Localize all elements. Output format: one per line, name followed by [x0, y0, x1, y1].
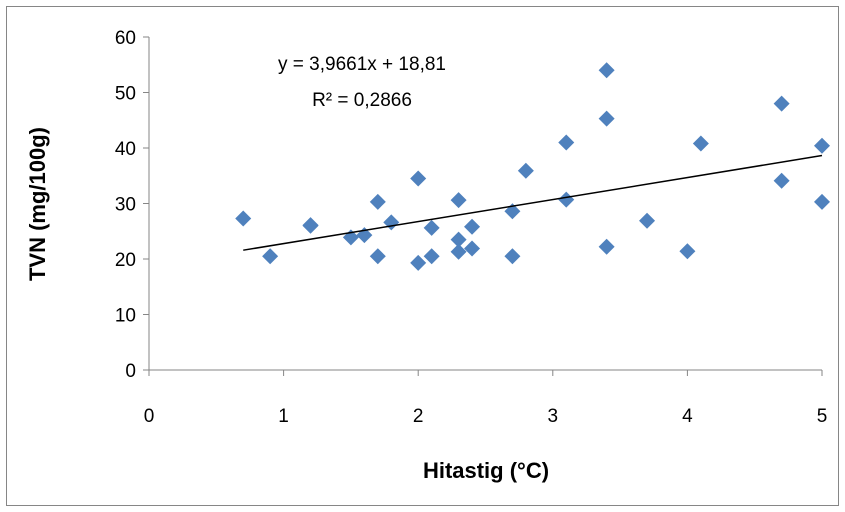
data-point [679, 243, 696, 260]
data-point [423, 248, 440, 265]
y-tick-label: 40 [115, 139, 136, 160]
x-tick-label: 1 [278, 406, 289, 427]
x-axis-title: Hitastig (°C) [423, 458, 549, 483]
y-tick-label: 50 [115, 84, 136, 105]
data-point [773, 95, 790, 112]
y-axis-title: TVN (mg/100g) [25, 127, 50, 281]
data-point [598, 238, 615, 255]
data-point [517, 162, 534, 179]
trendline [243, 154, 823, 251]
y-tick-label: 0 [125, 361, 136, 382]
y-tick-label: 10 [115, 306, 136, 327]
data-point [598, 110, 615, 127]
data-point [262, 248, 279, 265]
x-tick-label: 2 [413, 406, 424, 427]
data-point [464, 240, 481, 257]
data-point [464, 218, 481, 235]
data-point [450, 243, 467, 260]
x-tick-label: 4 [682, 406, 693, 427]
data-point [639, 212, 656, 229]
y-axis-ticks: 0 10 20 30 40 50 60 [115, 28, 149, 382]
data-point [369, 248, 386, 265]
data-point [235, 210, 252, 227]
y-tick-label: 20 [115, 250, 136, 271]
y-tick-label: 30 [115, 195, 136, 216]
chart-frame [6, 6, 839, 506]
data-point [814, 193, 830, 210]
data-point [558, 191, 575, 208]
x-tick-label: 0 [144, 406, 155, 427]
x-tick-label: 3 [548, 406, 559, 427]
data-point [410, 170, 427, 187]
x-axis-ticks: 0 1 2 3 4 5 [144, 370, 828, 427]
data-point [410, 254, 427, 271]
data-point [450, 192, 467, 209]
data-point [814, 137, 830, 154]
trendline-equation: y = 3,9661x + 18,81 [278, 54, 446, 75]
data-point [504, 248, 521, 265]
data-point [369, 193, 386, 210]
data-point [302, 217, 319, 234]
data-point [558, 134, 575, 151]
r-squared-label: R² = 0,2866 [312, 90, 412, 111]
x-tick-label: 5 [817, 406, 828, 427]
data-point [773, 172, 790, 189]
data-point [598, 62, 615, 79]
data-point [423, 219, 440, 236]
data-point [692, 135, 709, 152]
y-tick-label: 60 [115, 28, 136, 49]
data-point [450, 231, 467, 248]
